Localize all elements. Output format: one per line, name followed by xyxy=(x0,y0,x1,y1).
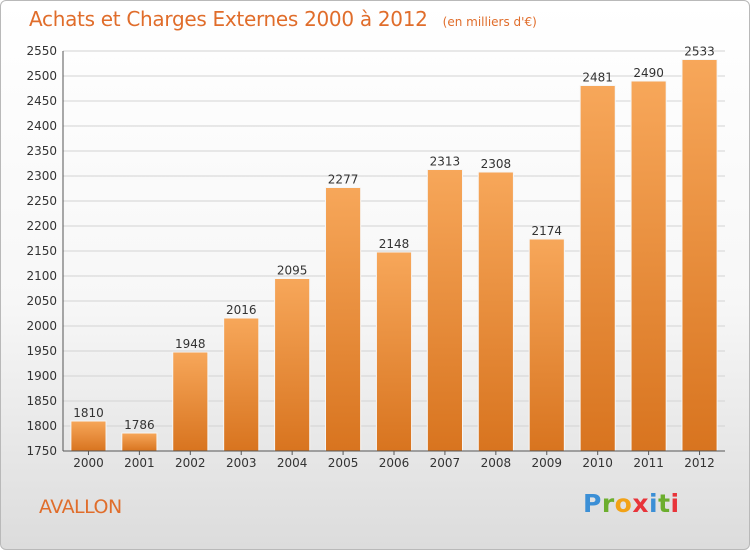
x-tick-label: 2008 xyxy=(481,456,512,470)
y-tick-label: 2250 xyxy=(26,194,57,208)
bar xyxy=(223,317,260,452)
bar xyxy=(172,351,209,452)
logo-letter: i xyxy=(670,489,680,518)
bar xyxy=(681,59,718,452)
x-tick-label: 2004 xyxy=(277,456,308,470)
x-tick-label: 2002 xyxy=(175,456,206,470)
axes: 1750 1800 1850 1900 1950 2000 2050 2100 2150 2200… xyxy=(26,44,725,470)
bar-value-label: 2174 xyxy=(531,224,562,238)
y-tick-label: 1850 xyxy=(26,394,57,408)
bar xyxy=(375,251,413,452)
y-tick-label: 2500 xyxy=(26,69,57,83)
bar-value-label: 2308 xyxy=(481,157,512,171)
bars xyxy=(70,59,718,452)
x-tick-label: 2010 xyxy=(582,456,613,470)
bar xyxy=(325,187,362,452)
y-tick-label: 1950 xyxy=(26,344,57,358)
bar xyxy=(579,85,616,452)
bar xyxy=(70,420,107,452)
y-tick-label: 2300 xyxy=(26,169,57,183)
x-tick-label: 2007 xyxy=(430,456,461,470)
bar-value-label: 2148 xyxy=(379,237,410,251)
bar-value-label: 2016 xyxy=(226,303,257,317)
y-tick-label: 2150 xyxy=(26,244,57,258)
y-tick-label: 2350 xyxy=(26,144,57,158)
bar-value-label: 1810 xyxy=(73,406,104,420)
logo-letter: r xyxy=(601,489,615,518)
x-tick-label: 2001 xyxy=(124,456,155,470)
y-tick-label: 2400 xyxy=(26,119,57,133)
logo-letter: o xyxy=(614,489,633,518)
logo-letter: P xyxy=(583,489,602,518)
chart-subtitle: (en milliers d'€) xyxy=(442,15,537,29)
chart-header: Achats et Charges Externes 2000 à 2012 (… xyxy=(29,7,537,31)
y-tick-label: 2100 xyxy=(26,269,57,283)
y-tick-label: 1800 xyxy=(26,419,57,433)
x-tick-label: 2003 xyxy=(226,456,257,470)
y-tick-label: 1750 xyxy=(26,444,57,458)
logo-letter: t xyxy=(658,489,671,518)
proxiti-logo: Proxiti xyxy=(583,489,680,518)
logo-letter: x xyxy=(632,489,649,518)
bar xyxy=(121,432,158,452)
bar-value-label: 1786 xyxy=(124,418,155,432)
bar-value-label: 2095 xyxy=(277,264,308,278)
bar xyxy=(528,238,565,452)
x-tick-label: 2012 xyxy=(684,456,715,470)
x-tick-label: 2006 xyxy=(379,456,410,470)
y-tick-label: 2200 xyxy=(26,219,57,233)
bar xyxy=(477,171,514,452)
x-tick-label: 2011 xyxy=(633,456,664,470)
bar-value-label: 2313 xyxy=(430,155,461,169)
x-tick-label: 2000 xyxy=(73,456,104,470)
x-tick-label: 2005 xyxy=(328,456,359,470)
y-tick-label: 2550 xyxy=(26,44,57,58)
y-tick-label: 1900 xyxy=(26,369,57,383)
bar-value-label: 2481 xyxy=(582,71,613,85)
bar-value-label: 2277 xyxy=(328,173,359,187)
data-labels: 1810 1786 1948 2016 2095 2277 2148 2313 2308 2174… xyxy=(73,45,715,433)
y-tick-label: 2450 xyxy=(26,94,57,108)
bar xyxy=(274,278,311,452)
bar-value-label: 2533 xyxy=(684,45,715,59)
bar xyxy=(630,80,667,452)
logo-letter: i xyxy=(649,489,659,518)
place-name: AVALLON xyxy=(39,496,122,518)
bar xyxy=(426,169,463,452)
y-tick-label: 2050 xyxy=(26,294,57,308)
bar-value-label: 1948 xyxy=(175,337,206,351)
bar-value-label: 2490 xyxy=(633,66,664,80)
chart-title: Achats et Charges Externes 2000 à 2012 xyxy=(29,7,428,31)
y-tick-label: 2000 xyxy=(26,319,57,333)
x-tick-label: 2009 xyxy=(531,456,562,470)
